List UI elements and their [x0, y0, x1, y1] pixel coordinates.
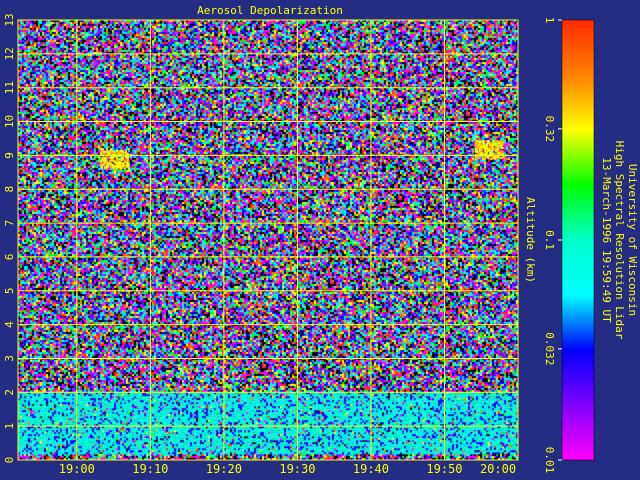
time-tick-labels: 19:00 19:10 19:20 19:30 19:40 19:50 20:00: [59, 462, 516, 476]
altitude-tick-label: 10: [3, 115, 16, 128]
altitude-tick-label: 0: [3, 457, 16, 464]
y-axis-label: Altitude (km): [524, 197, 537, 283]
colorbar-tick-label: 0.01: [543, 447, 556, 474]
colorbar-tick-labels: 1 0.32 0.1 0.032 0.01: [543, 17, 562, 474]
time-tick-label: 19:00: [59, 462, 95, 476]
time-tick-label: 20:00: [480, 462, 516, 476]
altitude-tick-label: 12: [3, 47, 16, 60]
annotation-line: 13-March-1996 19:59:49 UT: [600, 157, 613, 323]
altitude-tick-label: 5: [3, 287, 16, 294]
time-tick-label: 19:20: [206, 462, 242, 476]
annotation-line: High Spectral Resolution Lidar: [613, 141, 626, 340]
altitude-tick-label: 6: [3, 254, 16, 261]
altitude-tick-label: 1: [3, 423, 16, 430]
altitude-tick-label: 3: [3, 355, 16, 362]
colorbar-tick-label: 1: [543, 17, 556, 24]
colorbar-tick-label: 0.32: [543, 116, 556, 143]
time-tick-label: 19:10: [132, 462, 168, 476]
depolarization-heatmap: [18, 20, 518, 460]
altitude-tick-label: 4: [3, 321, 16, 328]
altitude-tick-label: 13: [3, 13, 16, 26]
altitude-tick-label: 8: [3, 186, 16, 193]
altitude-tick-label: 9: [3, 152, 16, 159]
colorbar: [561, 19, 595, 461]
altitude-tick-label: 11: [3, 81, 16, 94]
altitude-tick-label: 2: [3, 389, 16, 396]
time-tick-label: 19:30: [279, 462, 315, 476]
altitude-tick-label: 7: [3, 220, 16, 227]
colorbar-tick-label: 0.1: [543, 230, 556, 250]
colorbar-tick-label: 0.032: [543, 332, 556, 365]
chart-title: Aerosol Depolarization: [197, 4, 343, 17]
grid-lines: [17, 19, 519, 461]
time-tick-label: 19:40: [353, 462, 389, 476]
annotation-line: University of Wisconsin: [626, 164, 639, 316]
time-tick-label: 19:50: [426, 462, 462, 476]
